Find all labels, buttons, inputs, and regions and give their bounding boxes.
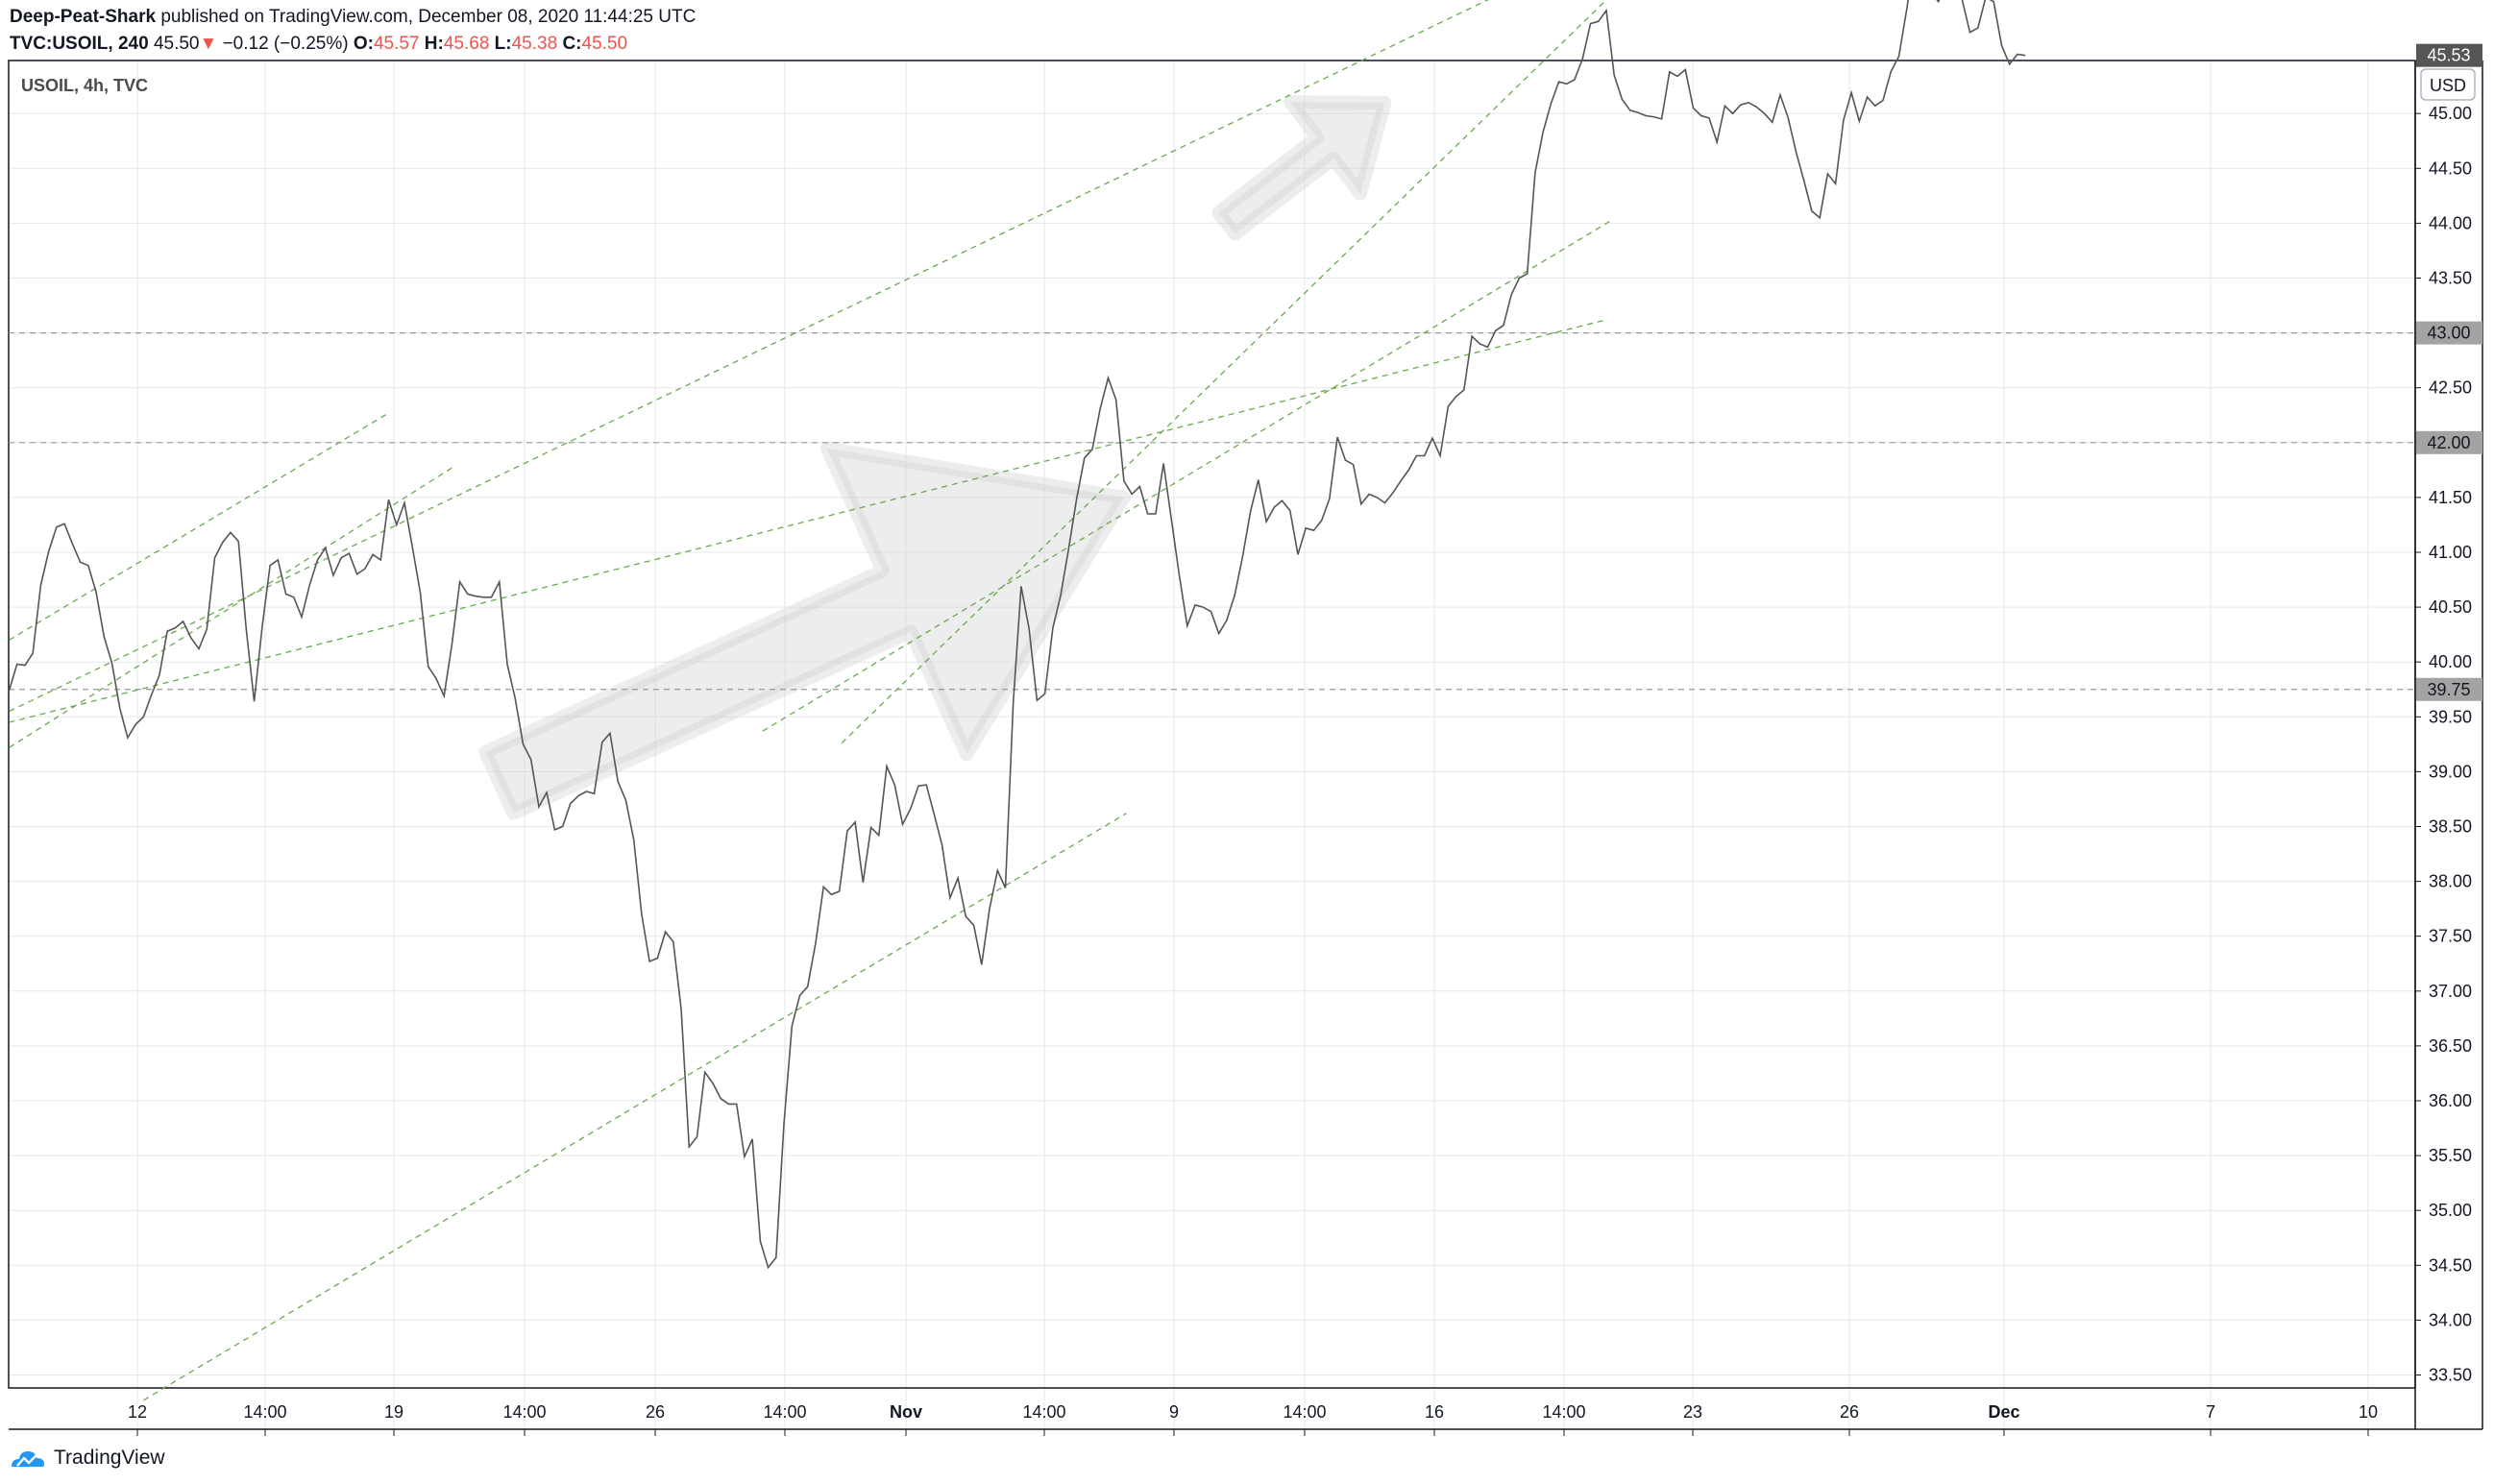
y-tick-label: 42.50 [2429,378,2472,398]
tradingview-logo[interactable]: TradingView [10,1441,165,1475]
high-label: H: [424,34,444,54]
y-tick-label: 37.50 [2429,927,2472,946]
y-tick-label: 39.50 [2429,707,2472,726]
y-tick-label: 40.00 [2429,652,2472,671]
trend-line [762,220,1611,732]
plot-frame [8,60,2416,1389]
trend-line [9,467,452,748]
x-tick-label: 23 [1683,1402,1702,1422]
chart-title: USOIL, 4h, TVC [21,76,148,95]
price-label-box [2416,677,2482,701]
cloud-logo-icon [12,1451,44,1467]
last-price: 45.50 [153,34,200,54]
x-tick-label: 14:00 [502,1402,546,1422]
x-tick-label: Nov [890,1402,922,1422]
y-tick-label: 45.00 [2429,104,2472,123]
x-tick-label: 26 [1840,1402,1859,1422]
y-tick-label: 44.00 [2429,213,2472,232]
price-label-text: 45.53 [2427,46,2470,65]
price-label-box [2416,430,2482,454]
publish-line: Deep-Peat-Shark published on TradingView… [10,4,2479,31]
horizontal-grid [9,112,2415,1375]
y-tick-label: 33.50 [2429,1366,2472,1385]
tradingview-brand: TradingView [54,1447,165,1469]
y-tick-label: 41.00 [2429,543,2472,562]
price-label-text: 43.00 [2427,324,2470,343]
y-tick-label: 34.50 [2429,1255,2472,1275]
y-tick-label: 35.50 [2429,1146,2472,1165]
y-tick-label: 36.50 [2429,1036,2472,1056]
close-label: C: [562,34,582,54]
x-tick-label: 19 [384,1402,403,1422]
x-tick-label: 10 [2359,1402,2378,1422]
arrow-annotations [478,95,1392,820]
y-tick-label: 37.00 [2429,982,2472,1001]
trend-lines [9,0,1611,1401]
x-tick-label: 16 [1425,1402,1444,1422]
horizontal-levels [9,332,2415,691]
ohlc-line: TVC:USOIL, 240 45.50▼ −0.12 (−0.25%) O:4… [10,31,2479,58]
trend-arrow [478,441,1131,820]
trend-line [9,0,1489,713]
y-tick-label: 38.00 [2429,872,2472,891]
price-line [8,0,2026,1270]
price-axis-ticks: 33.50 34.00 34.50 35.00 35.50 36.00 36.50 37.00… [2415,104,2472,1385]
down-arrow-icon: ▼ [199,34,218,54]
y-tick-label: 36.00 [2429,1091,2472,1110]
y-tick-label: 39.00 [2429,762,2472,781]
symbol-name: TVC:USOIL, 240 [10,34,149,54]
trend-arrow [1211,95,1392,241]
chart-header: Deep-Peat-Shark published on TradingView… [10,4,2479,58]
time-axis-ticks: 12 14:00 19 14:00 26 14:00 Nov 14:00 9 14:00 16 14:… [128,1402,2378,1436]
x-tick-label: 14:00 [243,1402,286,1422]
x-tick-label: 14:00 [1022,1402,1065,1422]
y-tick-label: 43.50 [2429,269,2472,288]
y-tick-label: 38.50 [2429,817,2472,837]
x-tick-label: Dec [1988,1402,2019,1422]
y-tick-label: 40.50 [2429,597,2472,617]
x-tick-label: 7 [2206,1402,2215,1422]
x-tick-label: 9 [1169,1402,1179,1422]
y-tick-label: 35.00 [2429,1201,2472,1220]
trend-line [143,813,1127,1401]
published-text: published on TradingView.com, December 0… [156,7,697,27]
vertical-grid [136,61,2369,1429]
price-label-text: 42.00 [2427,433,2470,452]
y-tick-label: 34.00 [2429,1310,2472,1329]
low-label: L: [494,34,512,54]
y-tick-label: 41.50 [2429,488,2472,507]
currency-label: USD [2430,76,2466,95]
price-label-text: 39.75 [2427,680,2470,699]
price-change: −0.12 (−0.25%) [222,34,349,54]
trend-line [841,0,1607,744]
price-labels: 45.53 43.00 42.00 39.75 [2416,43,2482,701]
close-value: 45.50 [581,34,628,54]
price-label-box [2416,43,2482,67]
low-value: 45.38 [511,34,558,54]
author-name[interactable]: Deep-Peat-Shark [10,7,157,27]
price-label-box [2416,321,2482,345]
x-tick-label: 14:00 [1283,1402,1326,1422]
y-tick-label: 44.50 [2429,158,2472,178]
high-value: 45.68 [443,34,490,54]
x-tick-label: 14:00 [763,1402,806,1422]
currency-button[interactable]: USD [2420,68,2476,101]
x-tick-label: 12 [128,1402,147,1422]
x-tick-label: 26 [646,1402,665,1422]
open-label: O: [353,34,374,54]
x-tick-label: 14:00 [1542,1402,1585,1422]
open-value: 45.57 [373,34,420,54]
